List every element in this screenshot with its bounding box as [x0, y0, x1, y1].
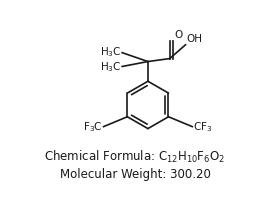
- Text: F$_3$C: F$_3$C: [83, 120, 103, 134]
- Text: Molecular Weight: 300.20: Molecular Weight: 300.20: [60, 168, 210, 181]
- Text: OH: OH: [187, 34, 203, 44]
- Text: Chemical Formula: C$_{12}$H$_{10}$F$_{6}$O$_{2}$: Chemical Formula: C$_{12}$H$_{10}$F$_{6}…: [44, 149, 226, 165]
- Text: O: O: [175, 30, 183, 40]
- Text: CF$_3$: CF$_3$: [193, 120, 213, 134]
- Text: H$_3$C: H$_3$C: [100, 61, 121, 74]
- Text: H$_3$C: H$_3$C: [100, 45, 121, 59]
